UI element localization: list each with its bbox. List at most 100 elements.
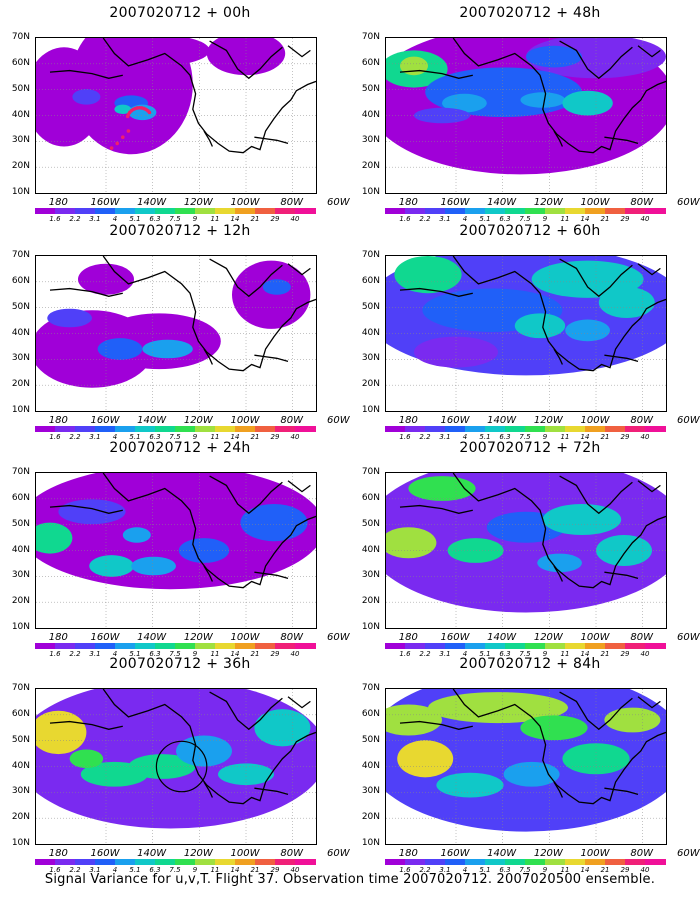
colorbar-label: 9 [542,433,548,441]
variance-region [142,339,193,359]
coastline [102,256,316,372]
coastline [604,136,639,145]
colorbar-label: 14 [580,866,590,874]
flight-track-point [121,135,125,139]
variance-map [35,255,317,412]
colorbar-label: 21 [250,650,260,658]
colorbar-swatch [465,208,486,214]
colorbar-label: 2.2 [419,866,431,874]
colorbar-swatch [195,426,216,432]
colorbar-swatch [35,643,56,649]
colorbar-swatch [405,859,426,865]
colorbar-swatch [605,643,626,649]
colorbar-swatch [465,859,486,865]
coastline [102,689,316,805]
colorbar-label: 5.1 [479,215,491,223]
colorbar-label: 4 [112,866,118,874]
map-panel-24h: 2007020712 + 24h 70N 60N 50N 40N 30N 20N 10N 180… [0,440,350,658]
colorbar-label: 29 [270,433,280,441]
lat-tick-label: 20N [361,379,380,390]
colorbar-swatch [385,208,406,214]
colorbar-swatch [255,859,276,865]
colorbar-label: 29 [620,433,630,441]
lat-tick-label: 40N [361,544,380,555]
map-svg [36,38,316,193]
coastline [559,475,633,515]
lat-tick-label: 70N [11,250,30,260]
lat-tick-label: 70N [361,467,380,477]
colorbar-label: 14 [580,433,590,441]
colorbar-swatch [135,426,156,432]
colorbar-swatch [275,426,296,432]
coastline [553,565,563,582]
panel-title: 2007020712 + 48h [459,5,601,21]
colorbar-swatch [445,426,466,432]
coastline [452,256,666,372]
colorbar-swatch [75,208,96,214]
colorbar-swatch [625,859,646,865]
colorbar-label: 9 [192,650,198,658]
colorbar-label: 1.6 [49,866,61,874]
lon-tick-label: 140W [137,632,167,643]
colorbar-swatch [525,208,546,214]
lat-tick-label: 20N [11,379,30,390]
colorbar-swatch [295,643,316,649]
lon-tick-label: 120W [183,197,213,208]
map-svg [386,256,666,411]
colorbar [385,859,666,865]
lat-tick-label: 30N [11,353,30,364]
map-panel-72h: 2007020712 + 72h 70N 60N 50N 40N 30N 20N 10N 180… [350,440,700,658]
map-panel-48h: 2007020712 + 48h 70N 60N 50N 40N 30N 20N 10N 180… [350,5,700,223]
lat-tick-label: 30N [361,353,380,364]
lon-tick-label: 100W [230,415,260,426]
lon-tick-label: 100W [230,848,260,859]
colorbar-label: 6.3 [499,650,511,658]
colorbar-swatch [385,859,406,865]
variance-region [114,104,132,114]
lat-tick-label: 60N [11,57,30,68]
coastline [287,263,311,276]
variance-map [385,472,667,629]
lat-tick-label: 50N [361,518,380,529]
lat-tick-label: 50N [361,734,380,745]
colorbar-label: 4 [112,433,118,441]
lat-tick-label: 10N [361,622,380,632]
lat-tick-label: 60N [11,708,30,719]
colorbar-label: 6.3 [149,433,161,441]
variance-region [122,527,151,543]
colorbar-swatch [385,426,406,432]
colorbar-swatch [425,426,446,432]
colorbar-label: 5.1 [129,433,141,441]
colorbar-swatch [585,643,606,649]
colorbar-swatch [155,643,176,649]
colorbar-label: 2.2 [69,433,81,441]
lat-tick-label: 30N [11,786,30,797]
lon-tick-label: 80W [630,415,653,426]
colorbar-label: 2.2 [419,433,431,441]
lon-tick-label: 140W [487,848,517,859]
coastline [102,38,316,154]
lat-tick-label: 60N [11,492,30,503]
lon-tick-label: 160W [90,632,120,643]
colorbar-label: 4 [112,215,118,223]
lon-tick-label: 120W [183,415,213,426]
map-panel-00h: 2007020712 + 00h 70N 60N 50N 40N 30N 20N 10N 180… [0,5,350,223]
colorbar-swatch [445,643,466,649]
colorbar-swatch [485,426,506,432]
lon-tick-label: 100W [580,848,610,859]
coastline [102,473,316,589]
coastline [203,348,213,365]
variance-region [542,504,622,535]
colorbar-swatch [115,643,136,649]
lon-tick-label: 120W [533,415,563,426]
colorbar-label: 4 [462,433,468,441]
colorbar-swatch [465,643,486,649]
colorbar [385,208,666,214]
colorbar-label: 1.6 [49,215,61,223]
colorbar-label: 21 [250,433,260,441]
colorbar [35,643,316,649]
coastline [203,781,213,798]
coastline [254,787,289,796]
colorbar-label: 40 [640,433,650,441]
coastline [254,571,289,580]
